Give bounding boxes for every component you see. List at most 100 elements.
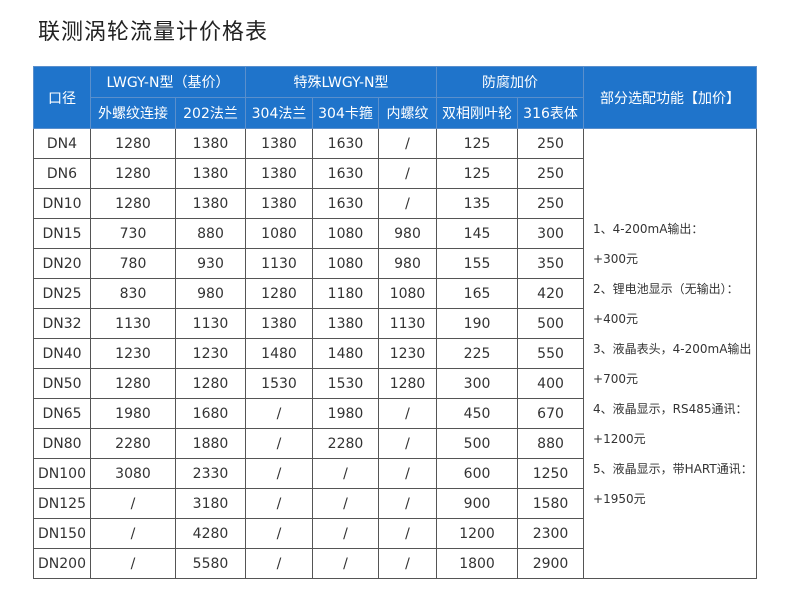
- table-row: DN80 2280 1880/2280/500 880: [33, 428, 757, 459]
- subheader: 304卡箍: [312, 97, 379, 129]
- table-row: DN25 830 980 1280 1180 1080 165 420: [33, 278, 757, 309]
- price-cell: 780: [90, 248, 176, 279]
- price-cell: /: [312, 518, 379, 549]
- size-cell: DN200: [33, 548, 91, 579]
- price-cell: 1680: [175, 398, 246, 429]
- price-cell: 250: [517, 128, 585, 159]
- price-cell: 1380: [312, 308, 379, 339]
- price-cell: 2280: [312, 428, 379, 459]
- price-cell: 880: [175, 218, 246, 249]
- size-cell: DN65: [33, 398, 91, 429]
- table-row: DN200/5580///1800 2900: [33, 548, 757, 579]
- price-cell: 730: [90, 218, 176, 249]
- price-cell: 1880: [175, 428, 246, 459]
- price-cell: 980: [377, 218, 438, 249]
- price-table: 口径 LWGY-N型（基价） 特殊LWGY-N型 防腐加价 部分选配功能【加价】…: [33, 66, 758, 579]
- price-cell: 400: [517, 368, 585, 399]
- subheader: 316表体: [517, 97, 585, 129]
- price-cell: 350: [517, 248, 585, 279]
- price-cell: /: [245, 458, 313, 489]
- price-cell: 250: [517, 188, 585, 219]
- price-cell: 900: [436, 488, 519, 519]
- price-cell: 1630: [312, 158, 379, 189]
- option-line: 1、4-200mA输出：: [593, 222, 704, 236]
- price-cell: 1080: [312, 218, 379, 249]
- option-line: 4、液晶显示，RS485通讯：: [593, 402, 748, 416]
- size-cell: DN100: [33, 458, 91, 489]
- price-cell: /: [377, 458, 438, 489]
- size-cell: DN4: [33, 128, 91, 159]
- price-cell: 500: [436, 428, 519, 459]
- size-cell: DN50: [33, 368, 91, 399]
- price-cell: 600: [436, 458, 519, 489]
- price-cell: 5580: [175, 548, 246, 579]
- price-cell: 1200: [436, 518, 519, 549]
- price-cell: 1250: [517, 458, 585, 489]
- price-cell: /: [377, 188, 438, 219]
- price-cell: 2280: [90, 428, 176, 459]
- table-row: DN6 1280 1380 1380 1630/125 250: [33, 158, 757, 189]
- price-cell: 1080: [245, 218, 313, 249]
- price-cell: 1380: [175, 188, 246, 219]
- option-line: +300元: [593, 252, 638, 266]
- price-cell: 125: [436, 158, 519, 189]
- price-cell: 1380: [245, 308, 313, 339]
- price-cell: 3180: [175, 488, 246, 519]
- size-cell: DN6: [33, 158, 91, 189]
- price-cell: 125: [436, 128, 519, 159]
- option-line: +1200元: [593, 432, 646, 446]
- price-cell: 1080: [312, 248, 379, 279]
- price-cell: 1130: [377, 308, 438, 339]
- price-cell: /: [245, 398, 313, 429]
- price-cell: /: [377, 128, 438, 159]
- price-cell: /: [377, 398, 438, 429]
- subheader: 304法兰: [245, 97, 313, 129]
- size-cell: DN40: [33, 338, 91, 369]
- price-cell: 4280: [175, 518, 246, 549]
- subheader: 202法兰: [175, 97, 246, 129]
- price-cell: 1380: [245, 128, 313, 159]
- price-cell: /: [245, 488, 313, 519]
- header-group-base: LWGY-N型（基价）: [90, 66, 246, 98]
- table-row: DN32 1130 1130 1380 1380 1130 190 500: [33, 308, 757, 339]
- option-line: +700元: [593, 372, 638, 386]
- price-cell: /: [312, 548, 379, 579]
- subheader: 内螺纹: [377, 97, 438, 129]
- price-cell: 1080: [377, 278, 438, 309]
- price-cell: 1180: [312, 278, 379, 309]
- price-cell: /: [377, 428, 438, 459]
- subheader: 双相刚叶轮: [436, 97, 519, 129]
- table-row: DN50 1280 1280 1530 1530 1280 300 400: [33, 368, 757, 399]
- price-cell: 1580: [517, 488, 585, 519]
- price-cell: 1280: [245, 278, 313, 309]
- option-line: 3、液晶表头，4-200mA输出: [593, 342, 752, 356]
- price-cell: 3080: [90, 458, 176, 489]
- price-cell: 550: [517, 338, 585, 369]
- price-cell: 135: [436, 188, 519, 219]
- price-cell: 830: [90, 278, 176, 309]
- table-row: DN65 1980 1680/1980/450 670: [33, 398, 757, 429]
- price-cell: /: [377, 518, 438, 549]
- size-cell: DN125: [33, 488, 91, 519]
- price-cell: 450: [436, 398, 519, 429]
- price-cell: /: [377, 158, 438, 189]
- price-cell: 1230: [377, 338, 438, 369]
- price-cell: 1280: [90, 158, 176, 189]
- option-line: +1950元: [593, 492, 646, 506]
- header-options: 部分选配功能【加价】: [583, 66, 758, 129]
- table-row: DN15 730 880 1080 1080 980 145 300: [33, 218, 757, 249]
- price-cell: 1230: [90, 338, 176, 369]
- price-cell: 145: [436, 218, 519, 249]
- price-cell: 1980: [312, 398, 379, 429]
- table-row: DN125/3180///900 1580: [33, 488, 757, 519]
- price-cell: 670: [517, 398, 585, 429]
- price-cell: 165: [436, 278, 519, 309]
- price-cell: 1280: [90, 188, 176, 219]
- price-cell: /: [377, 548, 438, 579]
- price-cell: 1480: [312, 338, 379, 369]
- price-cell: 880: [517, 428, 585, 459]
- price-cell: 1380: [245, 188, 313, 219]
- price-cell: 1230: [175, 338, 246, 369]
- price-cell: 250: [517, 158, 585, 189]
- table-row: DN10 1280 1380 1380 1630/135 250: [33, 188, 757, 219]
